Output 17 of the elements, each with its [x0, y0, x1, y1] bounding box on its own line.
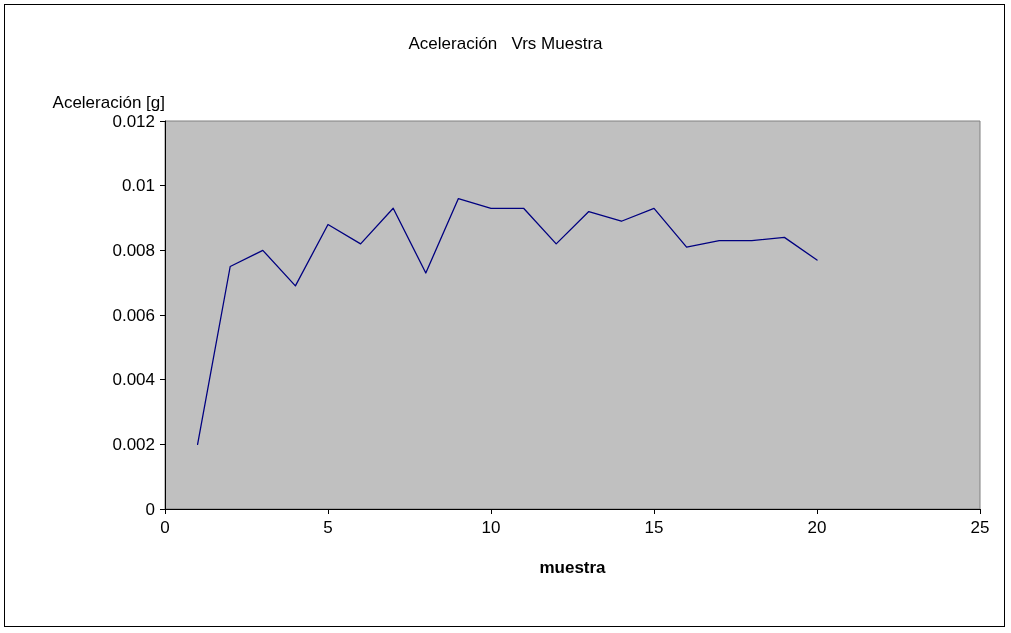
x-axis-title: muestra	[539, 558, 607, 577]
y-tick-label: 0.006	[112, 305, 155, 325]
x-tick-label: 10	[481, 518, 501, 537]
x-tick-label: 5	[323, 518, 333, 537]
y-tick-label: 0.008	[112, 240, 155, 260]
y-tick-label: 0.004	[112, 370, 155, 390]
x-tick-label: 25	[970, 518, 990, 537]
x-tick-label: 20	[807, 518, 827, 537]
y-tick-label: 0.002	[112, 434, 155, 454]
y-tick-label: 0	[145, 499, 155, 519]
y-tick-label: 0.012	[112, 111, 155, 131]
x-tick-label: 0	[160, 518, 170, 537]
line-series	[196, 197, 818, 445]
y-tick-label: 0.01	[121, 176, 155, 196]
x-tick-label: 15	[644, 518, 664, 537]
y-axis-title: Aceleración [g]	[52, 93, 165, 112]
chart-title: Aceleración Vrs Muestra	[408, 34, 604, 53]
